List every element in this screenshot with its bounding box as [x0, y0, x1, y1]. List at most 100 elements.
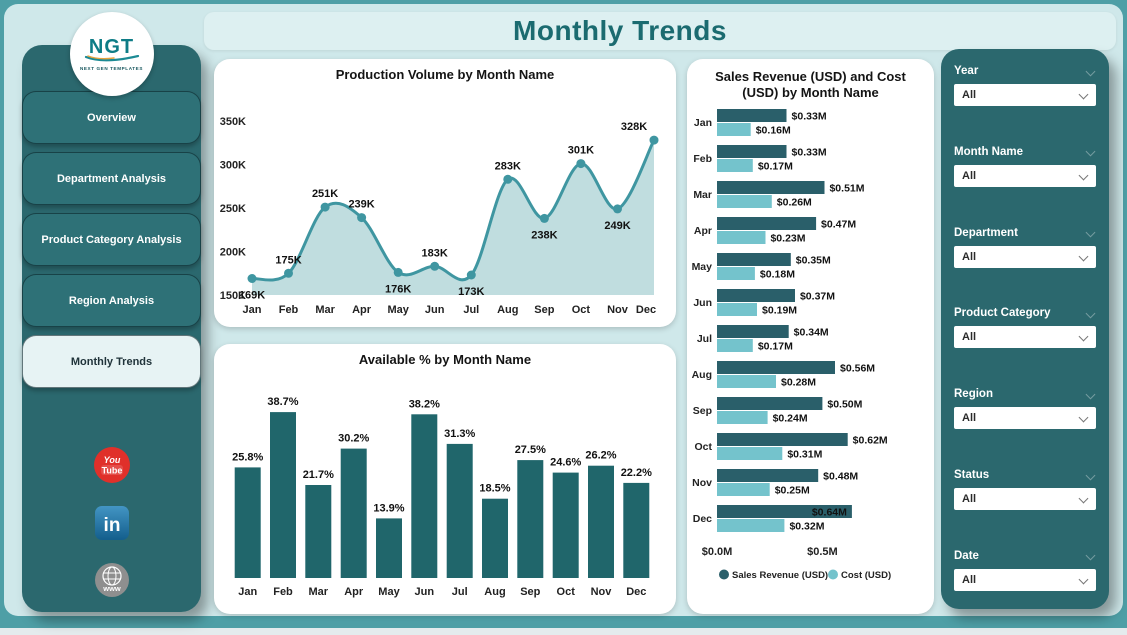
cost-bar[interactable] [717, 339, 753, 352]
data-point[interactable] [357, 213, 367, 223]
cost-bar[interactable] [717, 195, 772, 208]
month-label: Jan [694, 117, 712, 129]
chevron-down-icon[interactable] [1085, 227, 1096, 238]
data-point[interactable] [393, 267, 403, 277]
data-point[interactable] [284, 268, 293, 278]
youtube-icon[interactable]: You Tube [93, 446, 131, 484]
sidebar-item-overview[interactable]: Overview [22, 91, 201, 144]
bar[interactable] [376, 518, 402, 578]
data-point[interactable] [430, 261, 440, 271]
page-header: Monthly Trends [204, 12, 1116, 50]
x-axis-label: Apr [344, 586, 364, 598]
filter-region-dropdown[interactable]: All [954, 407, 1096, 430]
legend-swatch-revenue [719, 569, 729, 580]
chevron-down-icon[interactable] [1085, 308, 1096, 319]
revenue-bar[interactable] [717, 181, 825, 194]
filter-selected-value: All [962, 412, 977, 425]
revenue-value-label: $0.51M [829, 183, 864, 195]
filter-header: Department [954, 227, 1096, 239]
linkedin-icon[interactable]: in [94, 505, 130, 541]
revenue-bar[interactable] [717, 469, 819, 482]
cost-bar[interactable] [717, 375, 776, 388]
sidebar-item-product-category-analysis[interactable]: Product Category Analysis [22, 213, 201, 266]
chevron-down-icon[interactable] [1085, 146, 1096, 157]
sidebar-item-region-analysis[interactable]: Region Analysis [22, 274, 201, 327]
svg-text:www: www [102, 584, 121, 593]
data-point[interactable] [503, 174, 513, 184]
bar[interactable] [552, 472, 579, 578]
cost-value-label: $0.28M [781, 377, 816, 389]
revenue-bar[interactable] [717, 253, 791, 266]
cost-bar[interactable] [717, 303, 757, 316]
revenue-value-label: $0.37M [800, 291, 835, 303]
x-axis-label: Nov [607, 304, 629, 316]
data-point[interactable] [649, 135, 659, 145]
data-point[interactable] [576, 159, 586, 169]
revenue-bar[interactable] [717, 505, 852, 518]
bar[interactable] [234, 467, 261, 578]
ngt-logo-text: NGT [88, 35, 135, 58]
filter-label: Month Name [954, 145, 1023, 158]
cost-bar[interactable] [717, 447, 783, 460]
filter-selected-value: All [962, 331, 977, 344]
filter-product-category-dropdown[interactable]: All [954, 326, 1096, 349]
revenue-bar[interactable] [717, 325, 789, 338]
bar[interactable] [482, 498, 508, 578]
cost-bar[interactable] [717, 411, 768, 424]
data-point[interactable] [466, 270, 476, 280]
revenue-bar[interactable] [717, 145, 787, 158]
chevron-down-icon [1078, 170, 1089, 181]
revenue-bar[interactable] [717, 433, 848, 446]
chevron-down-icon[interactable] [1085, 551, 1096, 561]
data-point[interactable] [247, 274, 257, 283]
cost-bar[interactable] [717, 231, 766, 244]
ngt-logo-subtext: NEXT GEN TEMPLATES [79, 65, 144, 71]
website-globe-icon[interactable]: www [94, 562, 130, 598]
x-axis-label: Apr [352, 304, 372, 316]
revenue-bar[interactable] [717, 361, 835, 374]
x-axis-label: Nov [591, 586, 613, 598]
revenue-bar[interactable] [717, 289, 795, 302]
sidebar: NGT NEXT GEN TEMPLATES Overview Departmen… [22, 12, 201, 612]
bar[interactable] [305, 485, 332, 578]
data-point[interactable] [613, 204, 622, 214]
filter-year-dropdown[interactable]: All [954, 84, 1096, 106]
sidebar-item-monthly-trends[interactable]: Monthly Trends [22, 335, 201, 388]
revenue-bar[interactable] [717, 109, 787, 122]
data-point[interactable] [320, 202, 330, 212]
chevron-down-icon[interactable] [1085, 66, 1096, 76]
revenue-bar[interactable] [717, 217, 817, 230]
revenue-value-label: $0.35M [796, 255, 831, 267]
chevron-down-icon[interactable] [1085, 470, 1096, 481]
bar[interactable] [588, 465, 614, 578]
filter-month-name-dropdown[interactable]: All [954, 164, 1096, 187]
x-axis-label: Jan [243, 304, 262, 316]
cost-bar[interactable] [717, 159, 753, 172]
revenue-bar[interactable] [717, 397, 823, 410]
filter-date-dropdown[interactable]: All [954, 568, 1096, 591]
value-label: 13.9% [373, 502, 404, 514]
cost-value-label: $0.26M [777, 197, 812, 209]
cost-bar[interactable] [717, 519, 785, 532]
bar[interactable] [517, 460, 544, 578]
production-volume-card: Production Volume by Month Name 350K 300K… [214, 59, 676, 327]
bar[interactable] [446, 443, 473, 578]
filter-status-dropdown[interactable]: All [954, 488, 1096, 511]
production-volume-chart-title: Production Volume by Month Name [335, 67, 555, 82]
sidebar-item-department-analysis[interactable]: Department Analysis [22, 152, 201, 205]
data-point[interactable] [539, 213, 549, 223]
filter-label: Department [954, 226, 1018, 239]
cost-bar[interactable] [717, 123, 751, 136]
value-label: 176K [385, 283, 411, 295]
cost-bar[interactable] [717, 267, 755, 280]
filter-header: Date [954, 550, 1096, 562]
legend-label-cost: Cost (USD) [841, 570, 891, 581]
bar[interactable] [623, 482, 650, 578]
cost-bar[interactable] [717, 483, 770, 496]
bar[interactable] [340, 448, 367, 578]
bar[interactable] [270, 412, 296, 578]
value-label: 24.6% [550, 457, 581, 469]
filter-department-dropdown[interactable]: All [954, 245, 1096, 268]
bar[interactable] [411, 414, 438, 578]
chevron-down-icon[interactable] [1085, 389, 1096, 400]
